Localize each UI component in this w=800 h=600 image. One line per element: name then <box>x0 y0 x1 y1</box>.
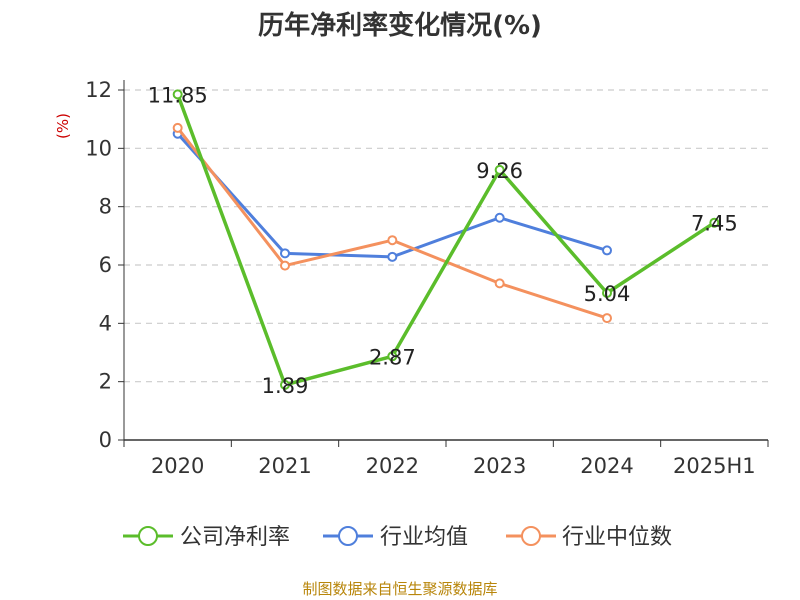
y-tick-label: 10 <box>85 136 112 160</box>
legend-marker <box>521 526 541 546</box>
x-tick-label: 2020 <box>151 454 204 478</box>
series-line <box>176 126 608 320</box>
legend-label: 行业均值 <box>380 525 468 550</box>
x-tick-label: 2025H1 <box>673 454 756 478</box>
legend-item-2: 行业中位数 <box>506 525 672 550</box>
data-point <box>602 288 612 298</box>
data-point <box>494 164 505 175</box>
x-tick-label: 2024 <box>580 454 633 478</box>
legend-item-1: 行业均值 <box>323 525 468 550</box>
x-tick-label: 2022 <box>366 454 419 478</box>
data-point <box>172 122 183 133</box>
series-lines <box>172 89 720 390</box>
data-point <box>494 212 505 223</box>
legend-marker <box>138 526 158 546</box>
x-tick-label: 2021 <box>258 454 311 478</box>
legend-marker <box>338 526 358 546</box>
series-1 <box>172 128 612 262</box>
data-point <box>172 89 183 100</box>
axes: 0 2 4 6 8 10 12 2020 2021 2022 2023 2024 2025H1 <box>85 78 769 478</box>
data-label: 7.45 <box>691 212 738 236</box>
legend-label: 行业中位数 <box>562 525 672 550</box>
y-tick-label: 4 <box>99 311 112 335</box>
data-point <box>280 260 290 271</box>
series-line <box>176 93 716 387</box>
y-tick-label: 0 <box>99 428 112 452</box>
data-point <box>280 379 290 390</box>
data-label: 5.04 <box>584 282 631 306</box>
legend-item-0: 公司净利率 <box>123 525 290 550</box>
data-label: 11.85 <box>148 83 208 107</box>
data-label: 9.26 <box>476 159 523 183</box>
data-point <box>280 248 290 259</box>
data-labels: 11.85 1.89 2.87 9.26 5.04 7.45 <box>148 83 738 398</box>
data-label: 2.87 <box>369 345 416 369</box>
y-tick-label: 12 <box>85 78 112 102</box>
data-point <box>387 235 398 246</box>
legend: 公司净利率 行业均值 行业中位数 <box>123 525 672 550</box>
data-point <box>602 313 612 324</box>
y-tick-label: 2 <box>99 370 112 394</box>
data-point <box>494 278 505 289</box>
source-note: 制图数据来自恒生聚源数据库 <box>302 580 497 598</box>
data-point <box>387 251 398 262</box>
series-0 <box>172 89 720 390</box>
y-tick-label: 8 <box>99 195 112 219</box>
chart-title: 历年净利率变化情况(%) <box>258 10 542 41</box>
data-point <box>602 245 612 256</box>
data-point <box>709 217 720 228</box>
data-label: 1.89 <box>262 374 309 398</box>
series-2 <box>172 122 612 324</box>
y-axis-label: (%) <box>54 113 72 139</box>
y-tick-label: 6 <box>99 253 112 277</box>
data-point <box>387 351 398 362</box>
legend-label: 公司净利率 <box>180 525 290 550</box>
x-tick-label: 2023 <box>473 454 526 478</box>
